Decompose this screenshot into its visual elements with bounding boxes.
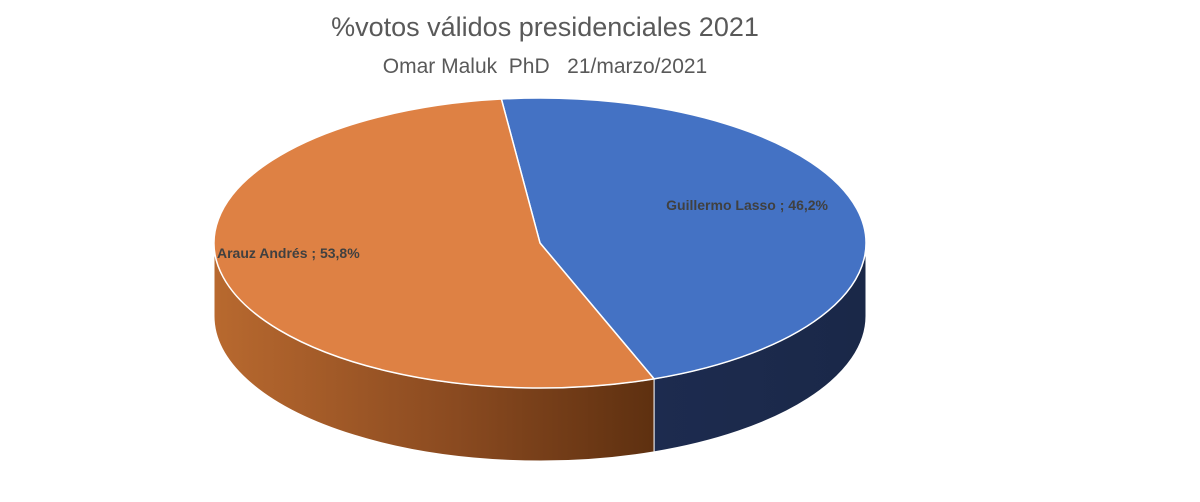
chart-subtitle: Omar Maluk PhD 21/marzo/2021	[382, 55, 708, 78]
pie-labels: Guillermo Lasso ; 46,2% Arauz Andrés ; 5…	[217, 197, 829, 261]
pie-tops	[213, 97, 867, 389]
slice-arauz	[213, 98, 656, 389]
slice-label-lasso: Guillermo Lasso ; 46,2%	[666, 197, 828, 213]
slice-label-arauz: Arauz Andrés ; 53,8%	[217, 245, 360, 261]
chart-title: %votos válidos presidenciales 2021	[331, 12, 759, 42]
slice-guillermo	[500, 97, 867, 380]
